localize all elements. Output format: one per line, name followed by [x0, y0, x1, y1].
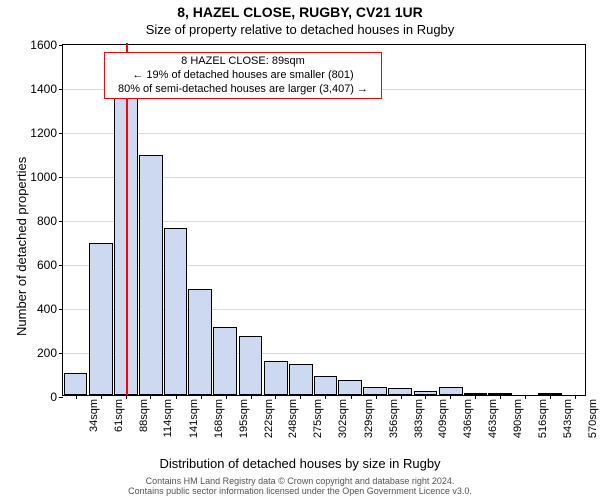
histogram-bar	[264, 361, 288, 395]
xtick-label: 248sqm	[287, 395, 299, 447]
xtick-label: 436sqm	[462, 395, 474, 447]
histogram-bar	[64, 373, 88, 395]
ytick-label: 200	[37, 346, 63, 360]
xtick-mark	[126, 395, 127, 399]
xtick-mark	[300, 395, 301, 399]
histogram-bar	[213, 327, 237, 395]
xtick-mark	[401, 395, 402, 399]
xtick-label: 329sqm	[363, 395, 375, 447]
xtick-label: 275sqm	[312, 395, 324, 447]
xtick-label: 168sqm	[213, 395, 225, 447]
xtick-label: 88sqm	[138, 395, 150, 447]
xtick-mark	[201, 395, 202, 399]
y-axis-label: Number of detached properties	[14, 157, 29, 336]
xtick-label: 61sqm	[113, 395, 125, 447]
xtick-label: 516sqm	[537, 395, 549, 447]
ytick-label: 0	[50, 390, 63, 404]
histogram-bar	[164, 228, 187, 395]
x-axis-label: Distribution of detached houses by size …	[0, 456, 600, 471]
histogram-bar	[289, 364, 313, 395]
xtick-mark	[101, 395, 102, 399]
xtick-label: 34sqm	[88, 395, 100, 447]
xtick-mark	[500, 395, 501, 399]
xtick-label: 409sqm	[437, 395, 449, 447]
histogram-bar	[89, 243, 113, 395]
chart-subtitle: Size of property relative to detached ho…	[0, 22, 600, 37]
histogram-bar	[188, 289, 212, 395]
xtick-label: 490sqm	[512, 395, 524, 447]
xtick-mark	[150, 395, 151, 399]
xtick-mark	[475, 395, 476, 399]
xtick-label: 383sqm	[413, 395, 425, 447]
target-annotation-line1: 8 HAZEL CLOSE: 89sqm	[109, 55, 377, 69]
attribution-text: Contains HM Land Registry data © Crown c…	[0, 476, 600, 496]
xtick-label: 222sqm	[263, 395, 275, 447]
xtick-mark	[76, 395, 77, 399]
histogram-bar	[338, 380, 362, 395]
target-annotation-line2: ← 19% of detached houses are smaller (80…	[109, 69, 377, 83]
xtick-mark	[450, 395, 451, 399]
chart-title: 8, HAZEL CLOSE, RUGBY, CV21 1UR	[0, 4, 600, 20]
ytick-label: 400	[37, 302, 63, 316]
histogram-bar	[139, 155, 163, 395]
histogram-bar	[363, 387, 387, 395]
xtick-label: 570sqm	[587, 395, 599, 447]
xtick-label: 114sqm	[162, 395, 174, 447]
xtick-mark	[176, 395, 177, 399]
xtick-label: 195sqm	[238, 395, 250, 447]
histogram-bar	[239, 336, 263, 395]
xtick-mark	[351, 395, 352, 399]
xtick-mark	[325, 395, 326, 399]
xtick-mark	[425, 395, 426, 399]
xtick-mark	[376, 395, 377, 399]
ytick-label: 600	[37, 258, 63, 272]
xtick-mark	[575, 395, 576, 399]
grid-line	[63, 133, 585, 134]
ytick-label: 1600	[30, 38, 63, 52]
ytick-label: 1200	[30, 126, 63, 140]
ytick-label: 1000	[30, 170, 63, 184]
xtick-mark	[525, 395, 526, 399]
xtick-label: 302sqm	[337, 395, 349, 447]
ytick-label: 800	[37, 214, 63, 228]
chart-root: { "chart": { "type": "histogram", "width…	[0, 0, 600, 500]
histogram-bar	[388, 388, 412, 395]
xtick-label: 543sqm	[562, 395, 574, 447]
xtick-mark	[251, 395, 252, 399]
histogram-bar	[314, 376, 337, 395]
xtick-mark	[226, 395, 227, 399]
xtick-label: 141sqm	[188, 395, 200, 447]
xtick-label: 356sqm	[388, 395, 400, 447]
histogram-bar	[439, 387, 463, 395]
xtick-mark	[550, 395, 551, 399]
xtick-label: 463sqm	[487, 395, 499, 447]
target-annotation: 8 HAZEL CLOSE: 89sqm ← 19% of detached h…	[104, 52, 382, 99]
xtick-mark	[275, 395, 276, 399]
ytick-label: 1400	[30, 82, 63, 96]
target-annotation-line3: 80% of semi-detached houses are larger (…	[109, 83, 377, 97]
